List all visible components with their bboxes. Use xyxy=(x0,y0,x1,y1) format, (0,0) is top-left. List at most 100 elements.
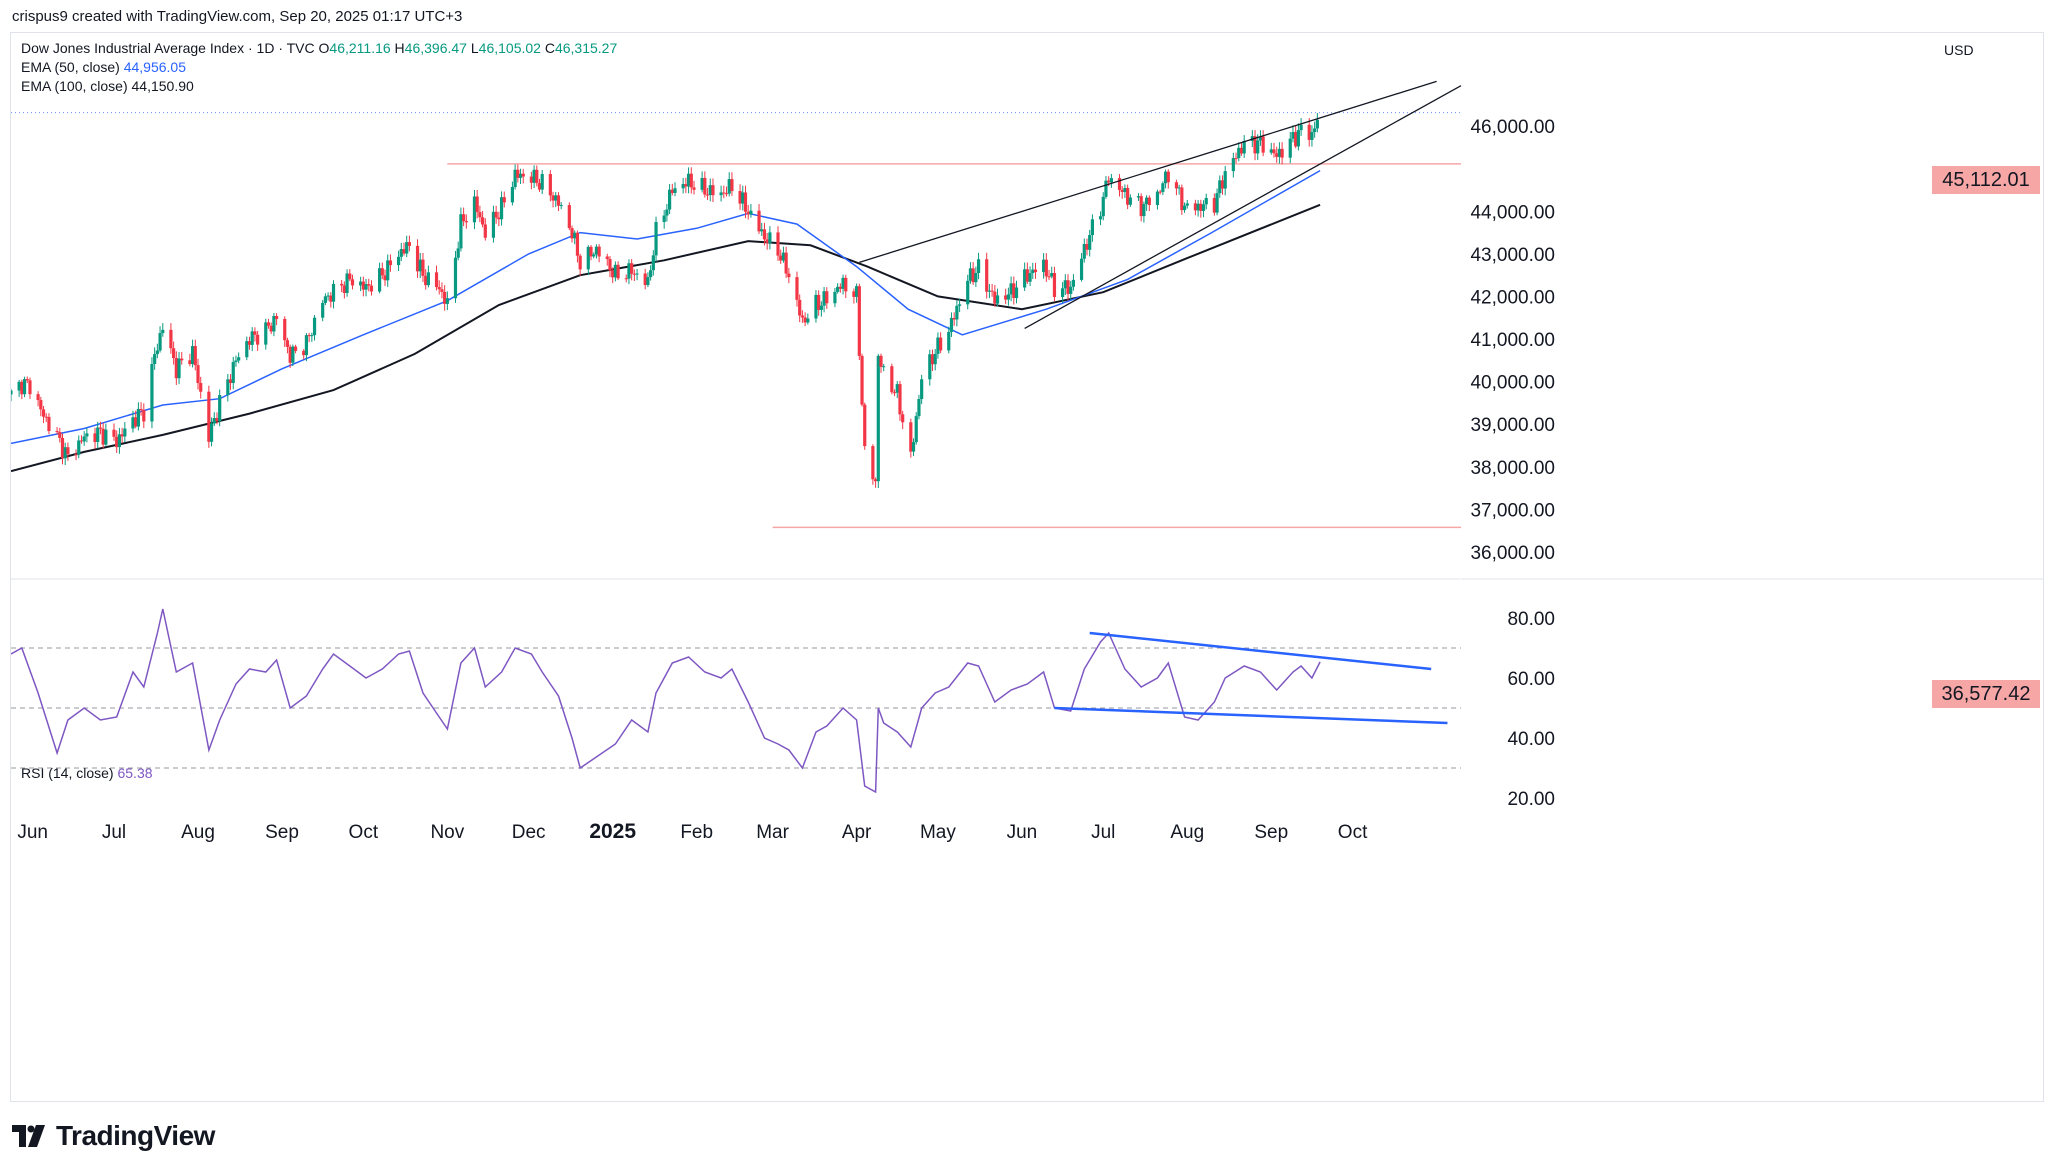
candle-body xyxy=(966,280,970,305)
candle-body xyxy=(180,358,184,361)
candle-body xyxy=(936,337,940,354)
candle-body xyxy=(1155,191,1160,205)
candle-body xyxy=(654,221,658,256)
time-axis-label: Oct xyxy=(1338,822,1368,843)
candle-body xyxy=(226,379,230,396)
candle-body xyxy=(139,408,143,411)
candle-body xyxy=(673,188,677,193)
ema50-legend[interactable]: EMA (50, close) 44,956.05 xyxy=(21,59,186,75)
candle-body xyxy=(272,316,276,332)
candle-body xyxy=(871,446,875,480)
candle-body xyxy=(499,197,504,220)
candle-body xyxy=(947,331,951,351)
candle-body xyxy=(890,366,894,393)
candle-body xyxy=(1307,124,1311,140)
candle-body xyxy=(269,325,273,332)
price-axis-label: 38,000.00 xyxy=(1470,458,1555,479)
candle-body xyxy=(459,214,463,249)
candle-body xyxy=(424,275,428,286)
ema100-legend[interactable]: EMA (100, close) 44,150.90 xyxy=(21,78,194,94)
candle-body xyxy=(781,252,786,261)
candle-body xyxy=(1136,196,1141,198)
candle-body xyxy=(1215,193,1219,213)
time-axis-label: Apr xyxy=(842,822,872,843)
symbol-legend: Dow Jones Industrial Average Index · 1D … xyxy=(21,40,617,56)
rsi-legend[interactable]: RSI (14, close) 65.38 xyxy=(21,765,153,781)
candle-body xyxy=(483,224,487,238)
candle-body xyxy=(800,315,805,318)
candle-body xyxy=(1275,153,1279,157)
candle-body xyxy=(1239,147,1244,154)
candle-body xyxy=(1294,132,1298,147)
candle-body xyxy=(231,362,235,384)
candle-body xyxy=(532,169,536,183)
candle-body xyxy=(765,239,769,243)
candle-body xyxy=(123,428,127,437)
candle-body xyxy=(472,196,477,223)
candle-body xyxy=(256,334,260,345)
candle-body xyxy=(85,433,89,437)
candle-body xyxy=(836,286,840,292)
candle-body xyxy=(651,255,655,271)
candle-body xyxy=(1079,258,1084,280)
candle-body xyxy=(331,283,336,302)
candle-body xyxy=(1163,171,1168,184)
candle-body xyxy=(491,211,496,238)
candle-body xyxy=(25,379,29,381)
candle-body xyxy=(592,254,596,257)
candle-body xyxy=(844,277,848,292)
candle-body xyxy=(838,286,842,289)
candle-body xyxy=(1258,136,1263,141)
time-axis-label: Jun xyxy=(1007,822,1038,843)
candle-body xyxy=(1009,283,1013,295)
candle-body xyxy=(153,354,157,365)
candle-body xyxy=(1193,203,1197,211)
candle-body xyxy=(597,246,601,257)
rsi-axis-label: 20.00 xyxy=(1507,789,1555,810)
candle-body xyxy=(570,228,574,239)
candle-body xyxy=(1028,273,1032,282)
candle-body xyxy=(711,185,715,196)
candle-body xyxy=(1272,149,1276,154)
candle-body xyxy=(911,442,916,452)
candle-body xyxy=(1123,188,1127,192)
candle-body xyxy=(41,409,46,417)
candle-body xyxy=(104,429,108,445)
candle-body xyxy=(589,246,593,257)
candle-body xyxy=(369,285,374,292)
chart-canvas[interactable]: 36,000.00 37,000.00 38,000.00 39,000.00 40,0… xyxy=(11,33,2043,1101)
candle-body xyxy=(350,279,355,286)
time-axis-label: Aug xyxy=(181,822,215,843)
candle-body xyxy=(1101,196,1105,217)
price-axis-label: 42,000.00 xyxy=(1470,287,1555,308)
candle-body xyxy=(692,187,696,190)
candle-body xyxy=(746,211,750,215)
candle-body xyxy=(762,229,767,240)
tradingview-logo[interactable]: TradingView xyxy=(12,1120,215,1152)
rsi-trendline-2 xyxy=(1054,706,1448,725)
candle-body xyxy=(264,322,268,345)
candle-body xyxy=(1071,279,1076,287)
high-value: 46,396.47 xyxy=(404,40,467,56)
candle-body xyxy=(779,255,783,261)
candle-body xyxy=(567,205,571,229)
time-axis-label: Oct xyxy=(349,822,379,843)
candle-body xyxy=(556,195,561,206)
candle-body xyxy=(177,358,181,379)
time-axis-label: Jul xyxy=(1091,822,1115,843)
time-axis-label: Sep xyxy=(265,822,299,843)
candle-body xyxy=(559,205,563,207)
price-trendline-1 xyxy=(859,80,1437,263)
candle-body xyxy=(93,433,97,443)
candle-body xyxy=(1299,124,1303,131)
candle-body xyxy=(96,427,100,443)
candle-body xyxy=(11,390,13,395)
candle-body xyxy=(554,195,558,201)
candle-body xyxy=(494,211,498,218)
candle-body xyxy=(817,294,821,310)
high-label: H xyxy=(394,40,405,56)
candle-body xyxy=(1199,203,1203,211)
candle-body xyxy=(852,291,856,297)
candle-body xyxy=(150,364,154,422)
candle-body xyxy=(705,194,710,196)
